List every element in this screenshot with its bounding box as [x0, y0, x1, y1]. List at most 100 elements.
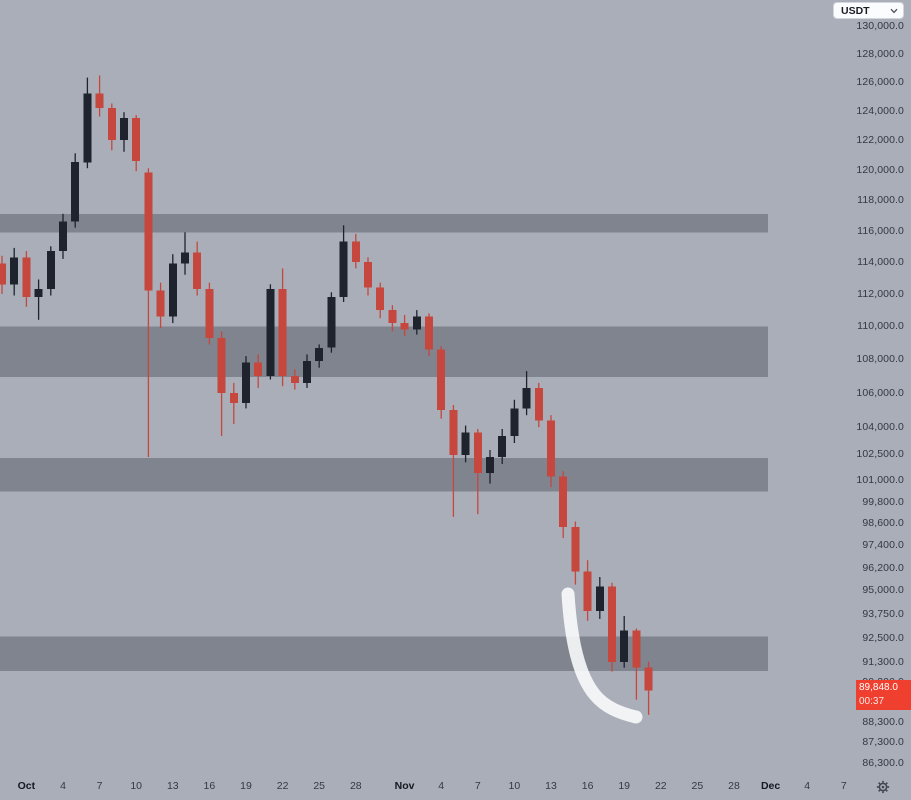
supply-demand-zones — [0, 213, 768, 671]
candle — [534, 382, 543, 428]
time-tick-label: 7 — [474, 780, 481, 792]
candle — [449, 405, 458, 517]
candle — [229, 382, 238, 424]
quote-currency-value: USDT — [841, 4, 870, 17]
price-tick-label: 128,000.0 — [856, 47, 904, 60]
price-tick-label: 118,000.0 — [857, 194, 904, 206]
candle — [10, 247, 19, 296]
candle — [83, 77, 92, 169]
candle — [364, 257, 372, 296]
candle — [290, 369, 299, 390]
candle — [339, 225, 348, 302]
candle — [571, 521, 580, 585]
candle — [46, 246, 55, 296]
price-tick-label: 110,000.0 — [857, 320, 904, 333]
chevron-down-icon — [890, 8, 898, 14]
candle — [351, 233, 360, 269]
time-tick-label: 10 — [508, 780, 521, 792]
candle — [22, 251, 31, 307]
time-tick-label: Nov — [394, 780, 415, 792]
price-tick-label: 122,000.0 — [856, 134, 904, 146]
price-tick-label: 88,300.0 — [862, 715, 904, 728]
time-tick-label: Dec — [760, 780, 781, 792]
price-tick-label: 130,000.0 — [856, 19, 904, 32]
candle — [608, 582, 616, 672]
price-tick-label: 116,000.0 — [857, 224, 904, 237]
time-tick-label: 16 — [581, 780, 594, 792]
time-tick-label: 16 — [203, 780, 216, 792]
candle — [510, 399, 519, 443]
candle — [107, 103, 116, 151]
candle — [437, 346, 446, 419]
candle — [327, 292, 336, 353]
price-tick-label: 87,300.0 — [862, 736, 904, 749]
candle — [156, 282, 165, 328]
current-price-label: 89,848.0 00:37 — [856, 679, 911, 710]
price-tick-label: 98,600.0 — [862, 517, 904, 530]
time-tick-label: Oct — [17, 780, 36, 792]
price-tick-label: 96,200.0 — [862, 561, 904, 574]
time-tick-label: 4 — [60, 780, 66, 792]
bar-close-countdown: 00:37 — [859, 695, 885, 707]
quote-currency-select[interactable]: USDT — [833, 2, 904, 19]
candle — [34, 279, 43, 320]
price-tick-label: 101,000.0 — [856, 474, 904, 486]
time-tick-label: 4 — [438, 780, 445, 792]
price-tick-label: 106,000.0 — [856, 387, 904, 399]
curve-annotation[interactable] — [561, 587, 643, 724]
zone-rectangle[interactable] — [0, 457, 768, 492]
candle — [266, 284, 275, 380]
candle — [376, 282, 385, 319]
candle — [644, 661, 653, 715]
candle — [412, 310, 421, 335]
candle — [559, 471, 568, 538]
price-tick-label: 93,750.0 — [862, 608, 904, 621]
price-tick-label: 104,000.0 — [856, 421, 904, 434]
time-tick-label: 7 — [840, 780, 847, 792]
candle — [620, 616, 629, 668]
price-tick-label: 112,000.0 — [857, 287, 904, 300]
zone-rectangle[interactable] — [0, 213, 768, 233]
candle — [205, 282, 214, 345]
axis-settings-gear-button[interactable] — [872, 779, 894, 795]
candle — [168, 254, 177, 324]
time-tick-label: 25 — [691, 780, 704, 792]
candle — [242, 356, 250, 409]
candle — [0, 255, 6, 294]
time-tick-label: 10 — [130, 780, 143, 792]
zone-rectangle[interactable] — [0, 636, 768, 671]
gear-icon — [876, 780, 890, 794]
price-tick-label: 97,400.0 — [862, 539, 904, 552]
candle — [547, 415, 555, 488]
candle — [217, 331, 226, 436]
candle — [388, 305, 397, 332]
candle — [583, 560, 592, 621]
time-tick-label: 7 — [96, 780, 103, 792]
time-tick-label: 19 — [240, 780, 252, 792]
zone-rectangle[interactable] — [0, 326, 768, 377]
price-tick-label: 95,000.0 — [862, 584, 904, 597]
price-tick-label: 124,000.0 — [856, 104, 904, 117]
time-tick-label: 28 — [349, 780, 362, 792]
time-axis[interactable]: Oct 4 7 10 13 16 19 22 25 28 Nov 4 7 10 13 16 19 22 25 28 De… — [0, 772, 911, 800]
price-tick-label: 120,000.0 — [856, 163, 904, 176]
price-tick-label: 108,000.0 — [856, 353, 904, 366]
time-tick-label: 25 — [313, 780, 326, 792]
candle — [461, 425, 470, 463]
price-tick-label: 102,500.0 — [856, 447, 904, 460]
price-axis[interactable]: 130,000.0 128,000.0 126,000.0 124,000.0 122,… — [832, 0, 911, 772]
candle — [425, 313, 433, 357]
time-tick-label: 28 — [728, 780, 740, 792]
candle — [498, 429, 507, 464]
time-tick-label: 22 — [276, 780, 289, 792]
candle — [120, 112, 128, 152]
time-tick-label: 22 — [654, 780, 667, 792]
price-tick-label: 86,300.0 — [862, 757, 904, 770]
price-tick-label: 91,300.0 — [862, 655, 904, 668]
current-price-value: 89,848.0 — [859, 681, 898, 693]
candle — [254, 354, 263, 388]
price-tick-label: 114,000.0 — [857, 256, 904, 269]
candle — [278, 268, 287, 387]
